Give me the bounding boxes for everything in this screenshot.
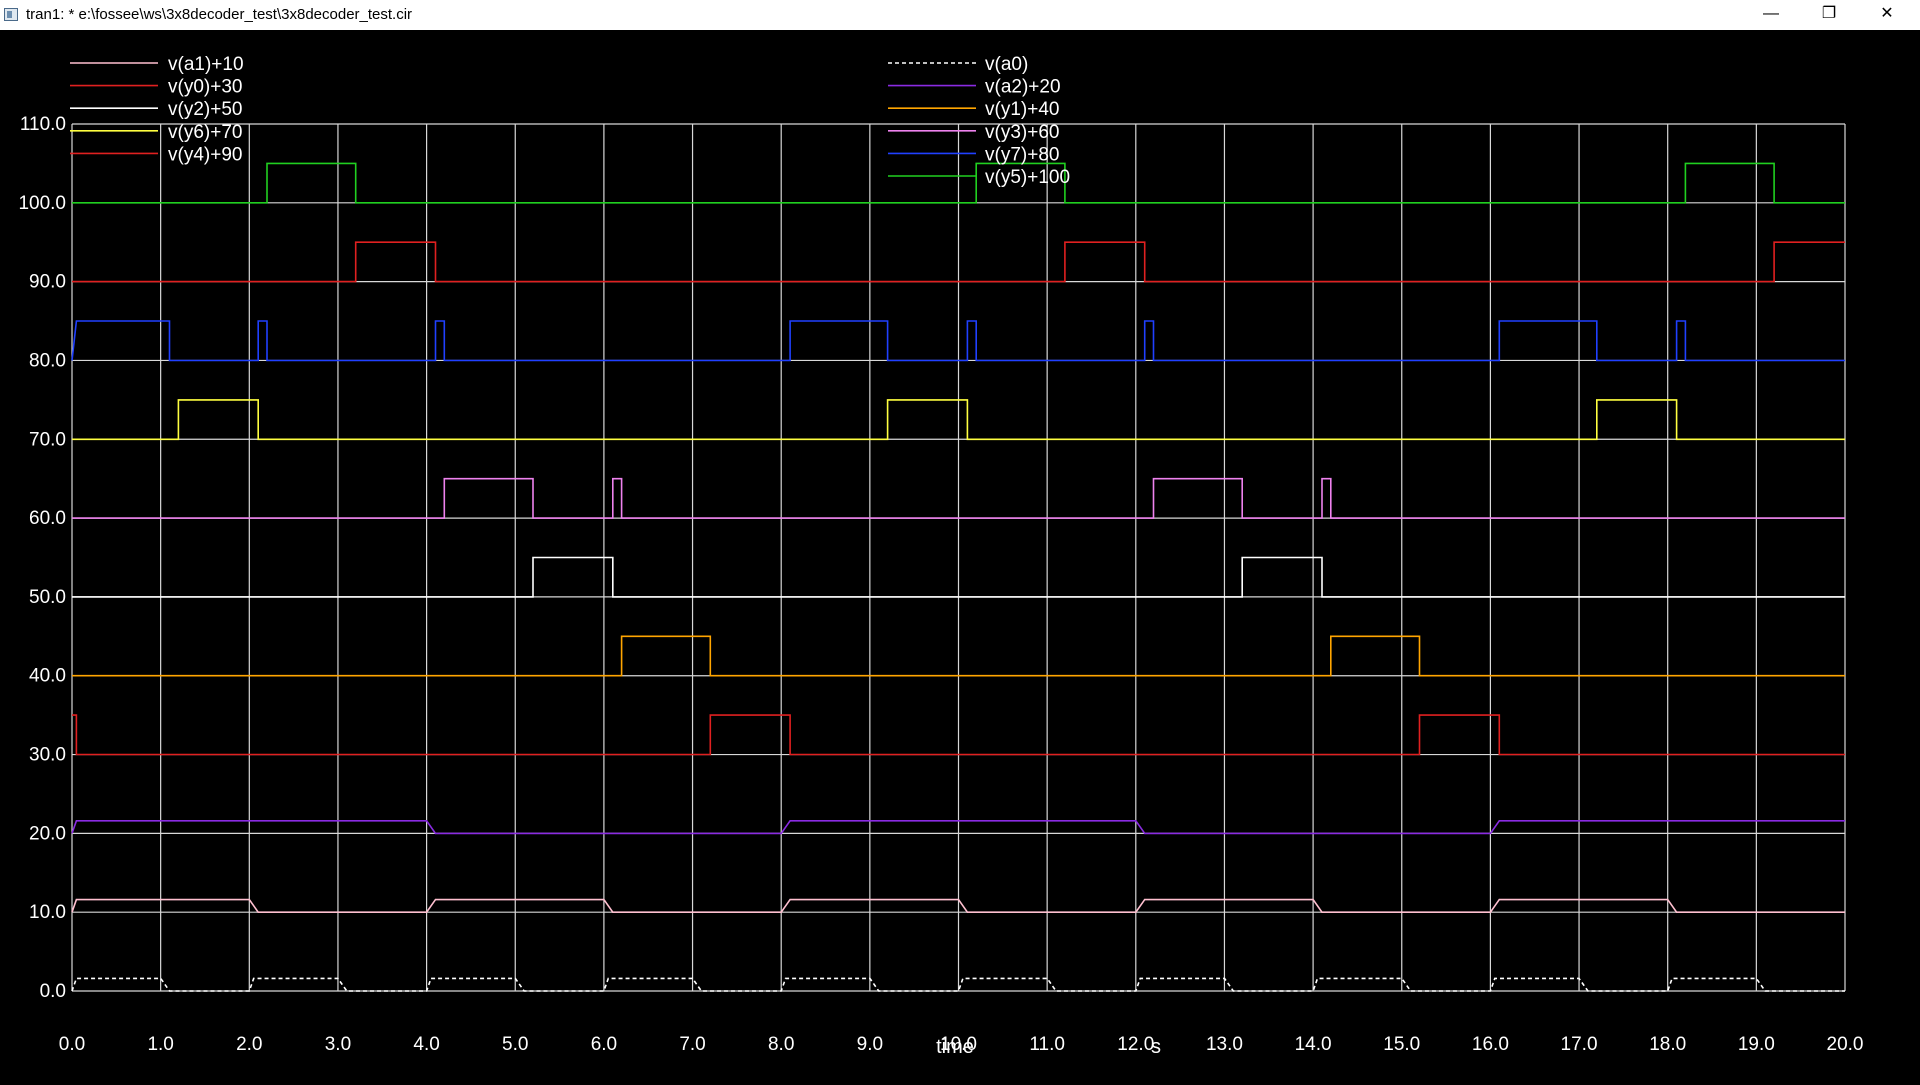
legend-label: v(y5)+100 — [985, 167, 1070, 188]
x-tick-label: 7.0 — [679, 1034, 705, 1055]
x-tick-label: 1.0 — [147, 1034, 173, 1055]
series-layer — [71, 162, 1845, 992]
minimize-icon: — — [1763, 5, 1779, 22]
x-tick-label: 5.0 — [502, 1034, 528, 1055]
series-line — [71, 977, 1845, 992]
series-line — [72, 556, 1845, 598]
title-bar: tran1: * e:\fossee\ws\3x8decoder_test\3x… — [0, 0, 1920, 30]
y-tick-label: 30.0 — [29, 745, 66, 766]
series-line — [72, 635, 1845, 677]
x-tick-label: 19.0 — [1738, 1034, 1775, 1055]
y-tick-label: 70.0 — [29, 429, 66, 450]
series-line — [72, 162, 1845, 204]
legend-label: v(y7)+80 — [985, 144, 1059, 165]
x-tick-label: 8.0 — [768, 1034, 794, 1055]
legend-label: v(y1)+40 — [985, 99, 1059, 120]
y-tick-label: 100.0 — [18, 193, 66, 214]
series-line — [71, 898, 1845, 913]
waveform-window-icon — [4, 8, 18, 21]
legend-label: v(a0) — [985, 54, 1028, 75]
x-tick-label: 0.0 — [59, 1034, 85, 1055]
y-tick-label: 50.0 — [29, 587, 66, 608]
legend-label: v(y3)+60 — [985, 122, 1059, 143]
x-axis-unit: s — [1151, 1036, 1161, 1058]
x-tick-label: 16.0 — [1472, 1034, 1509, 1055]
restore-icon: ❐ — [1821, 5, 1837, 22]
grid — [71, 123, 1846, 992]
legend-label: v(y0)+30 — [168, 77, 242, 98]
legend-label: v(y6)+70 — [168, 122, 242, 143]
x-tick-label: 6.0 — [591, 1034, 617, 1055]
x-tick-label: 17.0 — [1561, 1034, 1598, 1055]
x-tick-label: 3.0 — [325, 1034, 351, 1055]
legend-label: v(a2)+20 — [985, 77, 1061, 98]
legend: v(a1)+10v(y0)+30v(y2)+50v(y6)+70v(y4)+90… — [70, 54, 1070, 188]
x-tick-label: 14.0 — [1295, 1034, 1332, 1055]
maximize-button[interactable]: ❐ — [1800, 0, 1858, 30]
waveform-chart[interactable]: 0.0 1.0 2.0 3.0 4.0 5.0 6.0 7.0 8.0 9.0 10.0 11.0 12… — [0, 30, 1920, 1080]
x-tick-labels: 0.0 1.0 2.0 3.0 4.0 5.0 6.0 7.0 8.0 9.0 10.0 11.0 12… — [59, 1034, 1864, 1055]
series-line — [72, 399, 1845, 441]
y-tick-label: 10.0 — [29, 902, 66, 923]
y-tick-label: 40.0 — [29, 666, 66, 687]
x-tick-label: 15.0 — [1383, 1034, 1420, 1055]
close-icon: ✕ — [1880, 5, 1894, 22]
x-tick-label: 18.0 — [1649, 1034, 1686, 1055]
minimize-button[interactable]: — — [1742, 0, 1800, 30]
legend-label: v(a1)+10 — [168, 54, 244, 75]
y-tick-label: 110.0 — [20, 114, 66, 135]
legend-label: v(y2)+50 — [168, 99, 242, 120]
series-line — [71, 320, 1845, 362]
x-tick-label: 9.0 — [857, 1034, 883, 1055]
y-tick-label: 60.0 — [29, 508, 66, 529]
x-tick-label: 12.0 — [1117, 1034, 1154, 1055]
y-tick-label: 20.0 — [29, 823, 66, 844]
series-line — [72, 241, 1845, 283]
x-axis-label: time — [936, 1036, 974, 1058]
series-line — [71, 820, 1845, 835]
y-tick-label: 0.0 — [40, 981, 66, 1002]
close-button[interactable]: ✕ — [1858, 0, 1916, 30]
window-title: tran1: * e:\fossee\ws\3x8decoder_test\3x… — [26, 6, 413, 23]
x-tick-label: 20.0 — [1827, 1034, 1864, 1055]
y-tick-label: 80.0 — [29, 350, 66, 371]
x-tick-label: 11.0 — [1029, 1034, 1065, 1055]
plot-area[interactable]: 0.0 1.0 2.0 3.0 4.0 5.0 6.0 7.0 8.0 9.0 10.0 11.0 12… — [0, 30, 1920, 1080]
series-line — [72, 714, 1845, 756]
legend-label: v(y4)+90 — [168, 144, 242, 165]
y-tick-label: 90.0 — [29, 272, 66, 293]
y-tick-labels: 0.0 10.0 20.0 30.0 40.0 50.0 60.0 70.0 80.0 90.0 1… — [18, 114, 66, 1002]
x-tick-label: 4.0 — [413, 1034, 439, 1055]
x-tick-label: 2.0 — [236, 1034, 262, 1055]
x-tick-label: 10.0 — [940, 1034, 977, 1055]
x-tick-label: 13.0 — [1206, 1034, 1243, 1055]
series-line — [72, 477, 1845, 519]
